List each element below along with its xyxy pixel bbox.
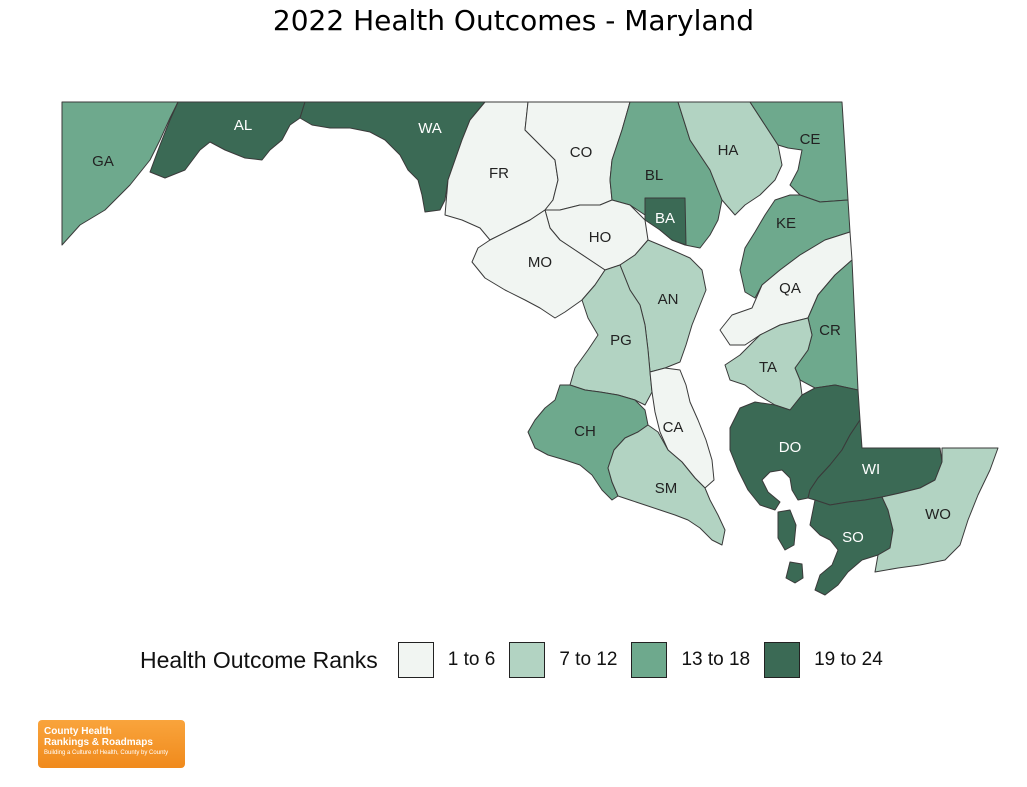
county-label-DO: DO [779,439,802,456]
legend-label: 13 to 18 [681,649,751,670]
logo-line1: County Health [44,726,112,737]
county-SO[interactable] [785,561,804,584]
legend-swatch [631,642,668,678]
county-label-FR: FR [489,165,509,182]
county-label-CA: CA [663,419,684,436]
legend: Health Outcome Ranks 1 to 6 7 to 12 13 t… [140,640,887,680]
legend-label: 19 to 24 [814,649,883,670]
county-label-PG: PG [610,332,632,349]
legend-item-7-12: 7 to 12 [509,642,621,678]
county-label-GA: GA [92,153,114,170]
legend-label: 1 to 6 [447,649,496,670]
counties-layer [61,101,999,596]
legend-swatch [397,642,434,678]
county-label-SO: SO [842,529,864,546]
county-label-BA: BA [655,210,675,227]
legend-label: 7 to 12 [559,649,618,670]
county-CE[interactable] [749,101,849,203]
county-SM[interactable] [607,424,726,546]
legend-item-13-18: 13 to 18 [631,642,754,678]
county-label-AN: AN [658,291,679,308]
county-label-HO: HO [589,229,612,246]
county-label-WI: WI [862,461,880,478]
county-TA[interactable] [724,317,813,411]
labels-layer: GA AL WA FR CO BL HA CE BA HO MO KE QA A… [92,117,951,546]
county-SO[interactable] [809,496,894,596]
logo-line2: Rankings & Roadmaps [44,737,153,748]
county-label-TA: TA [759,359,777,376]
county-label-CH: CH [574,423,596,440]
county-label-CR: CR [819,322,841,339]
map-title: 2022 Health Outcomes - Maryland [272,4,755,37]
legend-title: Health Outcome Ranks [140,646,378,673]
county-CA[interactable] [649,367,715,489]
legend-item-1-6: 1 to 6 [397,642,500,678]
legend-swatch [509,642,546,678]
county-label-SM: SM [655,480,678,497]
county-label-WO: WO [925,506,951,523]
legend-swatch [764,642,801,678]
county-DO[interactable] [777,509,797,551]
legend-item-19-24: 19 to 24 [764,642,887,678]
county-label-BL: BL [645,167,663,184]
county-health-rankings-logo[interactable]: County Health Rankings & Roadmaps Buildi… [38,720,185,768]
county-WO[interactable] [874,447,999,573]
logo-tagline: Building a Culture of Health, County by … [44,750,169,756]
county-label-CE: CE [800,131,821,148]
county-label-AL: AL [234,117,252,134]
county-label-QA: QA [779,280,801,297]
county-CH[interactable] [527,384,649,501]
county-label-MO: MO [528,254,552,271]
county-label-CO: CO [570,144,593,161]
county-AL[interactable] [149,101,306,179]
county-label-KE: KE [776,215,796,232]
county-label-WA: WA [418,120,442,137]
county-label-HA: HA [718,142,739,159]
